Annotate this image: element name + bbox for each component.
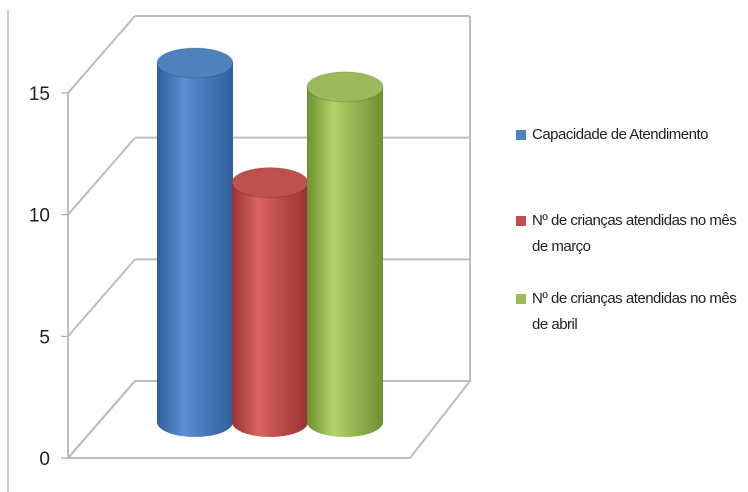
y-tick-label: 10: [29, 206, 50, 227]
y-tick-label: 0: [39, 449, 50, 470]
legend-swatch-green: [516, 294, 526, 304]
legend-swatch-red: [516, 216, 526, 226]
bar-top: [231, 167, 309, 199]
legend-swatch-blue: [516, 130, 526, 140]
bar-abril: [306, 71, 384, 437]
y-tick-label: 5: [39, 327, 50, 348]
bar-layer: [156, 47, 384, 437]
bar-body: [232, 182, 308, 437]
gridline-side: [67, 258, 136, 337]
bar-marco: [231, 167, 309, 437]
tick-label-layer: 0 5 10 15: [29, 84, 50, 470]
legend-item-capacidade: Capacidade de Atendimento: [516, 122, 708, 148]
bar-body: [157, 63, 233, 437]
gridline-side: [67, 137, 136, 216]
legend-item-abril: Nº de crianças atendidas no mês de abril: [516, 286, 748, 338]
legend-label: Nº de crianças atendidas no mês de março: [532, 212, 737, 255]
bar-body: [307, 86, 383, 437]
y-tick-label: 15: [29, 84, 50, 105]
bar-top: [156, 47, 234, 79]
bar-top: [306, 71, 384, 103]
legend-item-marco: Nº de crianças atendidas no mês de março: [516, 208, 748, 260]
gridline-side: [67, 15, 136, 94]
legend-label: Nº de crianças atendidas no mês de abril: [532, 290, 737, 333]
legend-label: Capacidade de Atendimento: [532, 126, 708, 143]
bar-capacidade: [156, 47, 234, 437]
